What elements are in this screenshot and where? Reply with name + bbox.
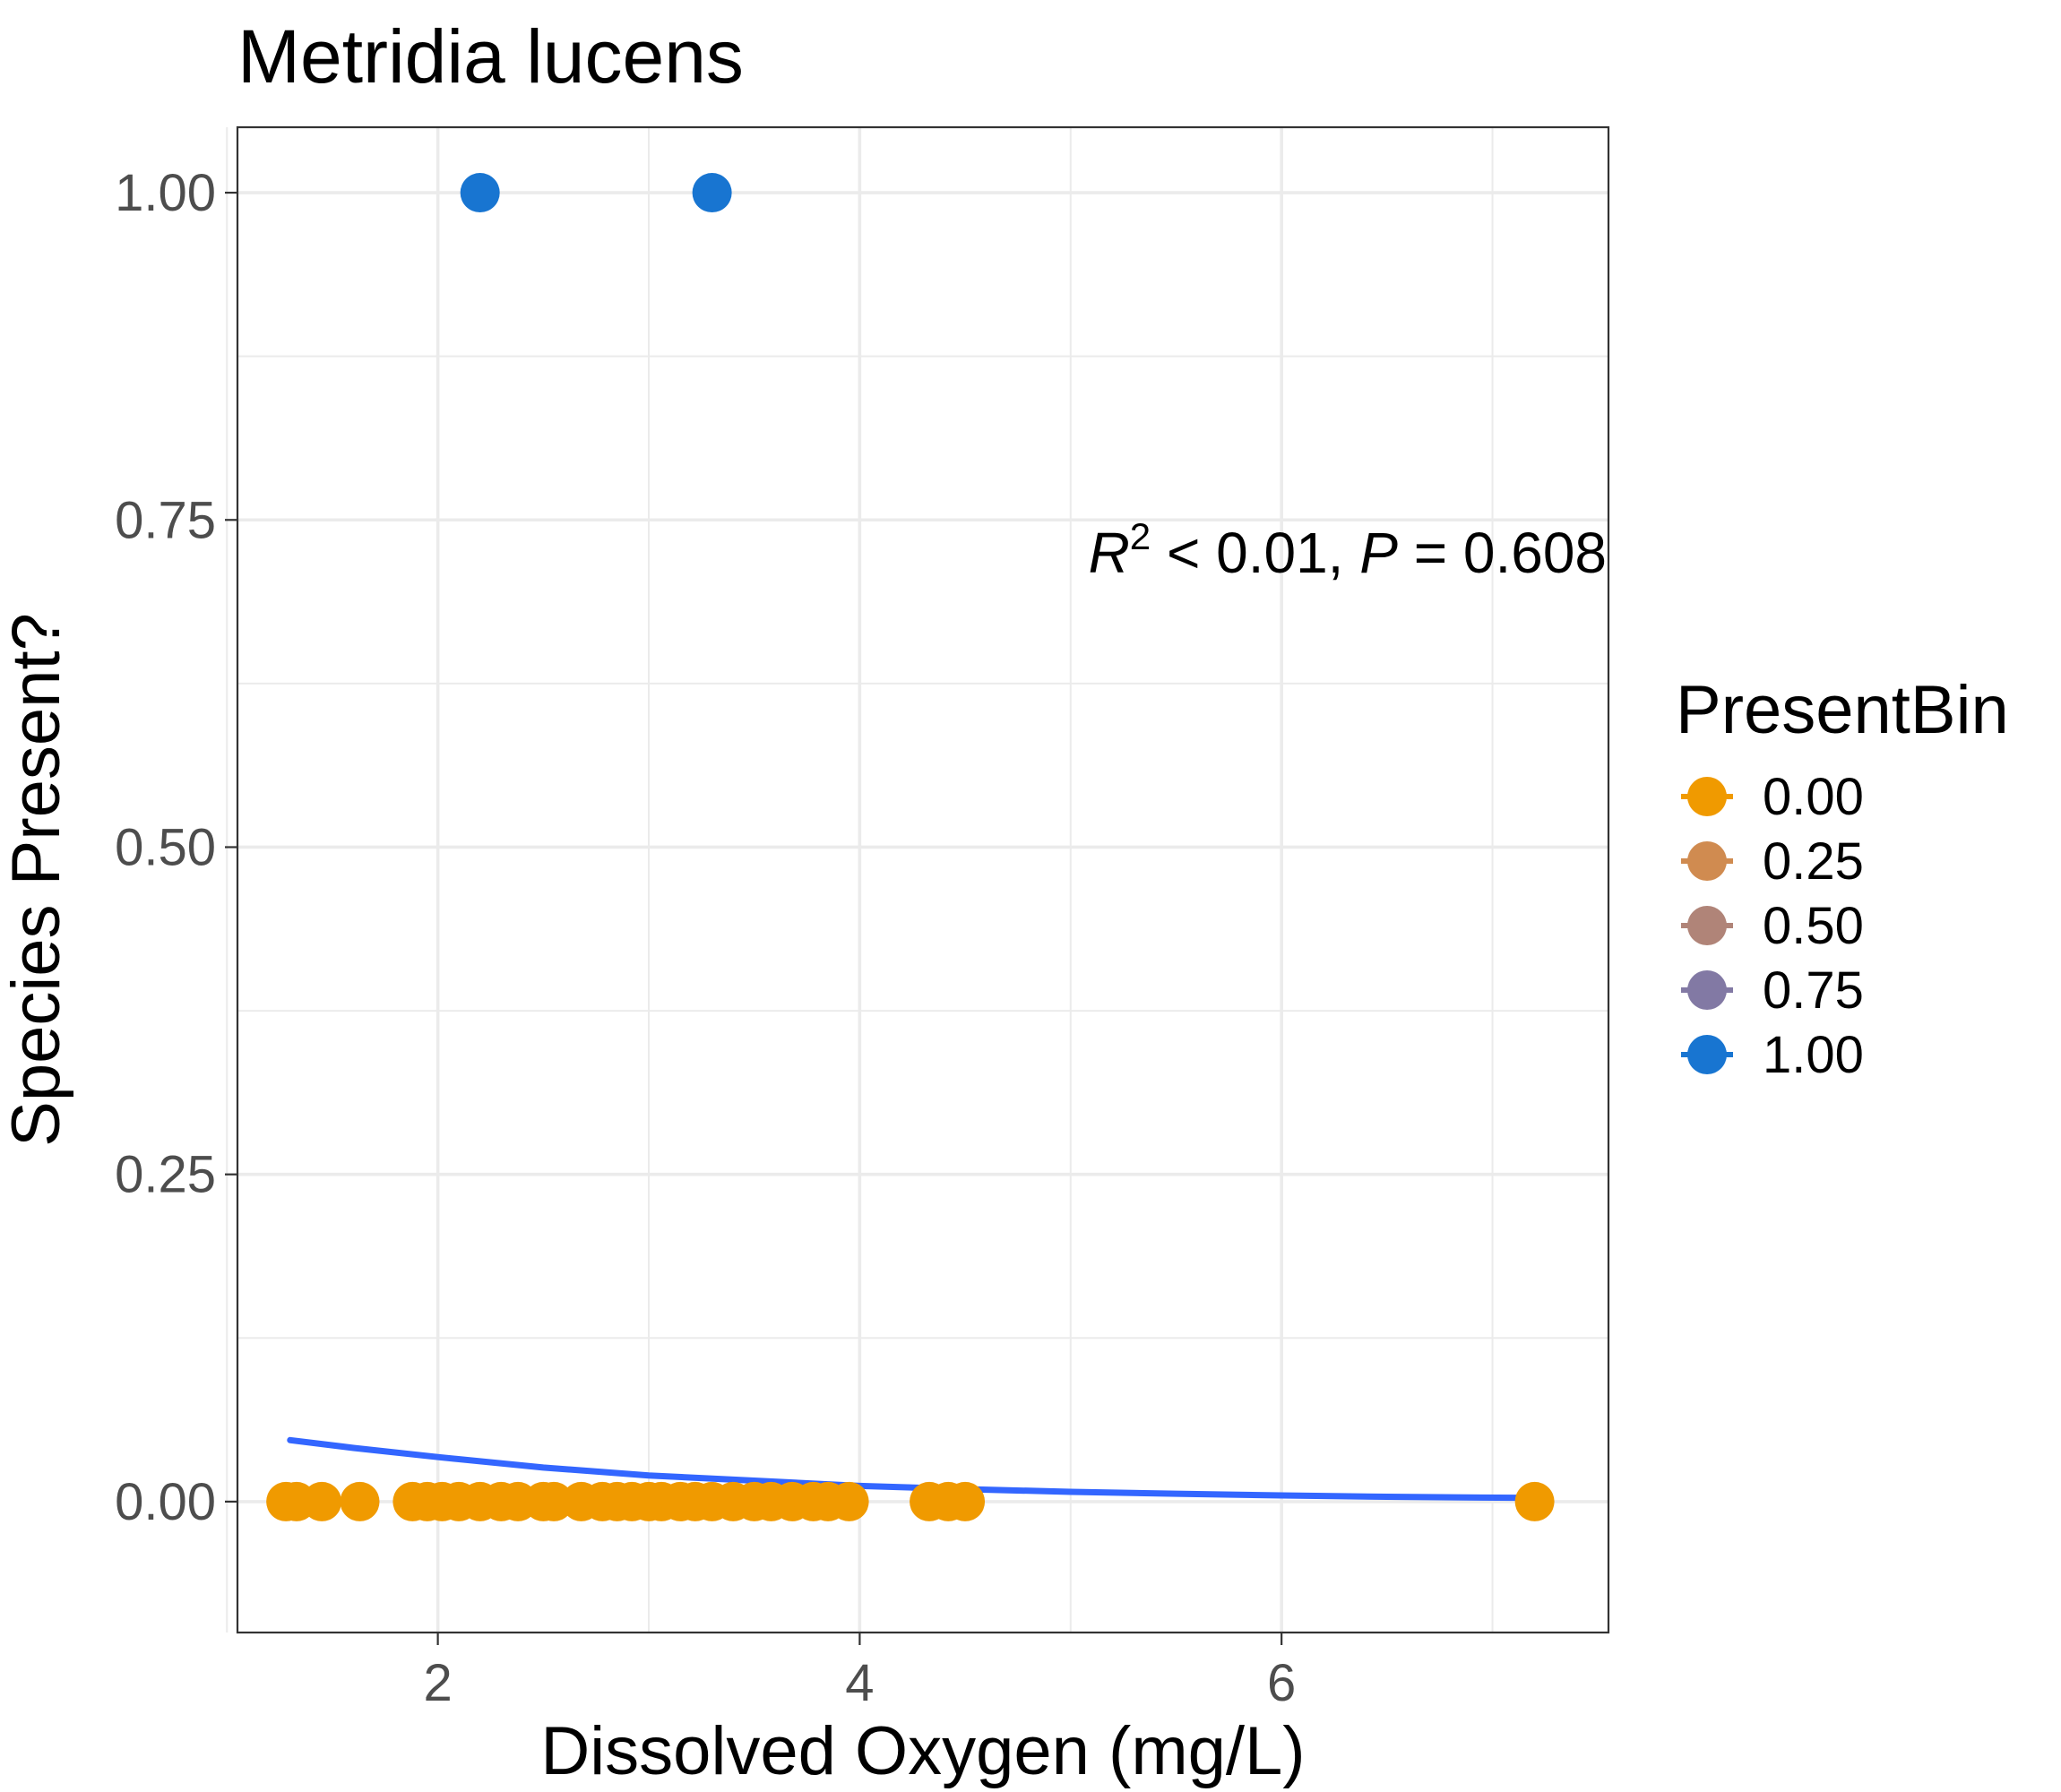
y-tick-label: 0.75: [115, 491, 216, 549]
stats-annotation-text: R2 < 0.01, P = 0.608: [1089, 515, 1607, 585]
y-axis: 0.00 0.25 0.50 0.75 1.00: [115, 164, 237, 1531]
x-tick-label: 2: [423, 1654, 452, 1712]
plot-area: [226, 125, 1610, 1634]
legend-label: 1.00: [1763, 1026, 1864, 1084]
legend-key-point: [1687, 841, 1727, 881]
data-point: [460, 173, 500, 213]
y-axis-title: Species Present?: [0, 613, 74, 1147]
r-symbol: R: [1089, 521, 1130, 585]
r-superscript: 2: [1130, 515, 1151, 557]
x-axis: 2 4 6: [423, 1633, 1296, 1712]
legend-item: 1.00: [1681, 1026, 1864, 1084]
legend-label: 0.75: [1763, 961, 1864, 1020]
r-relation: < 0.01,: [1151, 521, 1359, 585]
p-symbol: P: [1359, 521, 1398, 585]
y-tick-label: 1.00: [115, 164, 216, 222]
legend-item: 0.00: [1681, 768, 1864, 826]
p-relation: = 0.608: [1398, 521, 1607, 585]
legend-items: 0.00 0.25 0.50 0.75 1.00: [1681, 768, 1864, 1084]
legend-item: 0.75: [1681, 961, 1864, 1020]
minor-gridlines: [226, 127, 1608, 1633]
x-tick-label: 6: [1267, 1654, 1296, 1712]
legend-label: 0.00: [1763, 768, 1864, 826]
legend: PresentBin 0.00 0.25 0.50 0.75 1.00: [1676, 672, 2009, 1084]
x-axis-title: Dissolved Oxygen (mg/L): [540, 1713, 1305, 1789]
data-point: [534, 1481, 574, 1521]
data-point: [1514, 1481, 1555, 1521]
data-point: [829, 1481, 869, 1521]
y-tick-label: 0.00: [115, 1473, 216, 1531]
plot-background: [237, 127, 1608, 1633]
legend-key-point: [1687, 970, 1727, 1010]
data-point: [692, 173, 732, 213]
legend-item: 0.25: [1681, 832, 1864, 891]
legend-key-point: [1687, 777, 1727, 816]
y-tick-label: 0.25: [115, 1146, 216, 1204]
data-point: [340, 1481, 380, 1521]
stats-annotation: R2 < 0.01, P = 0.608: [1089, 515, 1607, 585]
legend-item: 0.50: [1681, 897, 1864, 955]
chart-title: Metridia lucens: [237, 14, 744, 99]
legend-label: 0.25: [1763, 832, 1864, 891]
data-point: [945, 1481, 986, 1521]
legend-label: 0.50: [1763, 897, 1864, 955]
points-layer: [266, 173, 1555, 1521]
x-tick-label: 4: [845, 1654, 874, 1712]
legend-title: PresentBin: [1676, 672, 2009, 748]
data-point: [302, 1481, 342, 1521]
y-tick-label: 0.50: [115, 818, 216, 876]
legend-key-point: [1687, 1035, 1727, 1074]
plot-border: [236, 125, 1610, 1634]
legend-key-point: [1687, 906, 1727, 945]
